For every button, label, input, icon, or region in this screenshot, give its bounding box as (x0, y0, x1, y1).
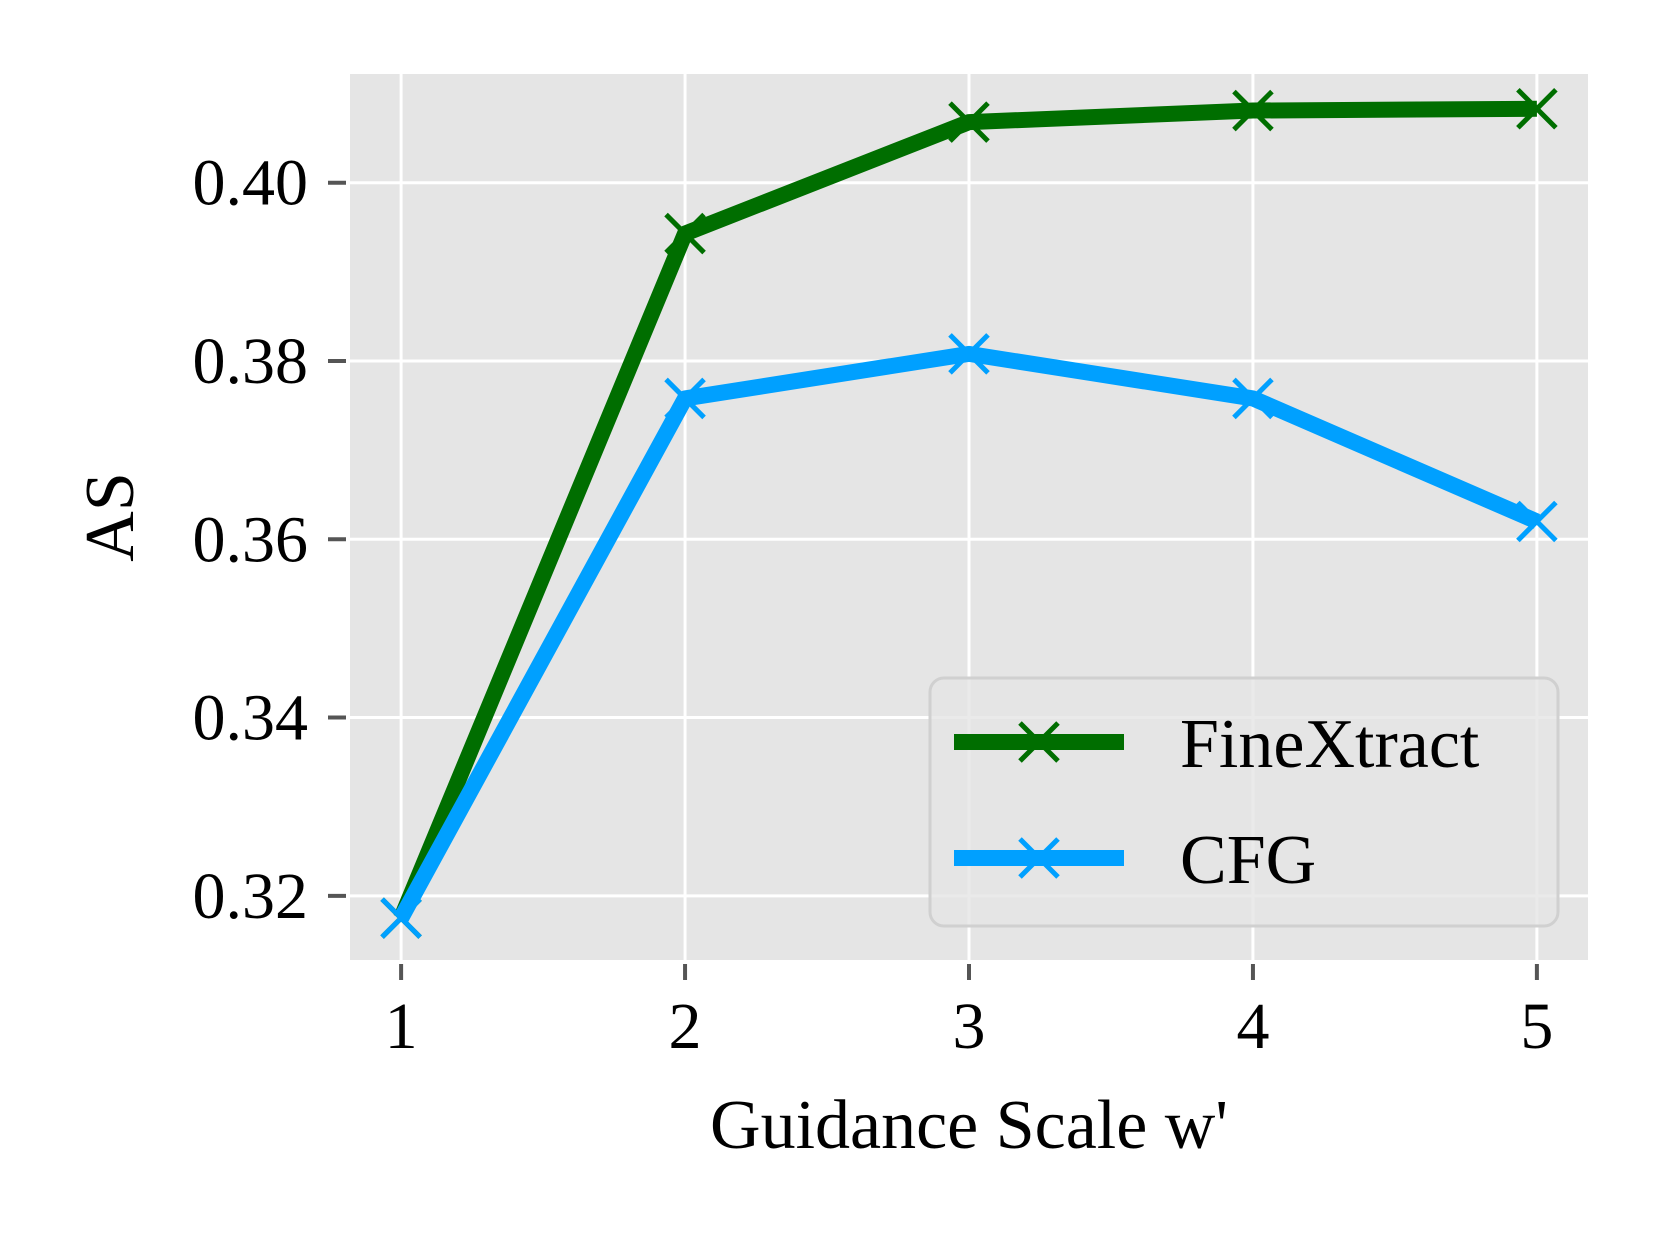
data-point-marker (380, 897, 422, 939)
legend-label: CFG (1180, 822, 1316, 899)
x-marker-stroke (380, 897, 422, 939)
data-point-marker (1516, 87, 1558, 130)
legend-swatch-marker (1018, 837, 1060, 879)
x-marker-stroke (948, 101, 990, 143)
x-marker-stroke (948, 333, 990, 375)
legend-label: FineXtract (1180, 706, 1480, 783)
x-marker-stroke (1516, 87, 1558, 130)
x-tick-label: 2 (669, 990, 702, 1063)
data-point-marker (948, 101, 990, 143)
data-point-marker (664, 212, 706, 255)
data-point-marker (664, 377, 706, 420)
x-tick-label: 5 (1520, 990, 1553, 1063)
legend-entry-cfg: CFG (954, 822, 1316, 899)
y-tick-label: 0.32 (193, 860, 309, 933)
data-point-marker (1232, 377, 1274, 420)
x-marker-stroke (1232, 377, 1274, 420)
data-point-marker (1232, 89, 1274, 132)
legend-entries: FineXtract CFG (954, 706, 1480, 899)
series-lines (380, 87, 1558, 939)
x-marker-stroke (1516, 500, 1558, 543)
y-axis-title: AS (72, 472, 149, 561)
y-tick-label: 0.38 (193, 325, 309, 398)
axis-ticks: 1 2 3 4 5 0.32 0.34 0.36 0.38 0.40 (193, 147, 1554, 1063)
x-marker-stroke (664, 212, 706, 255)
legend: FineXtract CFG (928, 676, 1560, 928)
x-tick-label: 4 (1236, 990, 1269, 1063)
x-axis-title: Guidance Scale w' (710, 1087, 1228, 1164)
x-marker-stroke (1232, 89, 1274, 132)
y-tick-label: 0.34 (193, 682, 309, 755)
x-tick-label: 1 (385, 990, 418, 1063)
data-point-marker (1516, 500, 1558, 543)
legend-swatch-marker (1018, 721, 1060, 763)
x-marker-stroke (664, 377, 706, 420)
legend-entry-finextract: FineXtract (954, 706, 1480, 783)
y-tick-label: 0.36 (193, 503, 309, 576)
data-point-marker (948, 333, 990, 375)
x-tick-label: 3 (953, 990, 986, 1063)
y-tick-label: 0.40 (193, 147, 309, 220)
